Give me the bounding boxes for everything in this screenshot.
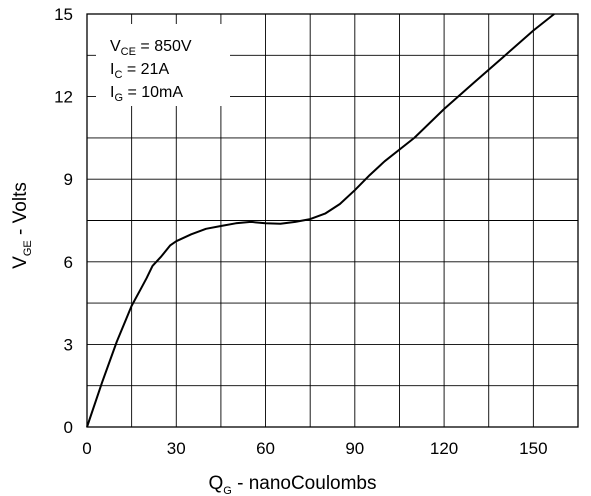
y-tick-label: 0 — [64, 418, 73, 437]
x-axis-label: QG - nanoCoulombs — [208, 473, 376, 496]
x-axis-label-main: Q — [208, 473, 223, 494]
condition-subscript: G — [114, 92, 123, 104]
y-axis-label-rest: - Volts — [10, 182, 31, 240]
condition-line: IC = 21A — [110, 61, 169, 81]
x-tick-label: 150 — [519, 439, 547, 458]
x-tick-label: 60 — [256, 439, 275, 458]
condition-line: VCE = 850V — [110, 38, 192, 58]
x-tick-label: 90 — [345, 439, 364, 458]
condition-symbol: I — [110, 61, 114, 78]
condition-value: = 850V — [136, 38, 192, 55]
x-tick-label: 120 — [430, 439, 458, 458]
condition-subscript: C — [114, 69, 122, 81]
y-tick-label: 15 — [54, 5, 73, 24]
condition-symbol: V — [110, 38, 121, 55]
y-tick-label: 3 — [64, 335, 73, 354]
conditions-box — [96, 24, 230, 106]
condition-value: = 10mA — [123, 84, 183, 101]
condition-line: IG = 10mA — [110, 84, 183, 104]
tick-labels: 0 30 60 90 120 150 0 3 6 9 12 15 — [54, 5, 547, 458]
series-line — [86, 13, 555, 428]
y-axis-label-sub: GE — [22, 240, 34, 256]
x-axis-label-rest: - nanoCoulombs — [232, 473, 377, 494]
x-tick-label: 30 — [167, 439, 186, 458]
y-axis-label-main: V — [10, 256, 31, 269]
series-lines — [86, 13, 555, 428]
y-tick-label: 12 — [54, 88, 73, 107]
y-tick-label: 6 — [64, 253, 73, 272]
condition-subscript: CE — [121, 46, 136, 58]
y-axis-label: VGE - Volts — [10, 182, 34, 269]
condition-symbol: I — [110, 84, 114, 101]
x-axis-label-sub: G — [223, 485, 232, 496]
y-tick-label: 9 — [64, 170, 73, 189]
condition-value: = 21A — [122, 61, 169, 78]
plot-frame — [86, 13, 579, 428]
x-tick-label: 0 — [82, 439, 91, 458]
